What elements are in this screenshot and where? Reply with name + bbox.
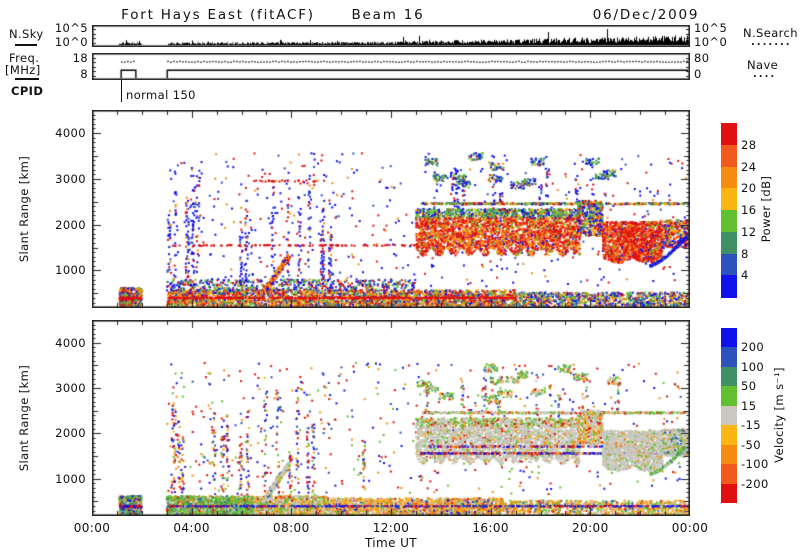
velocity-colorbar-segment [721,405,737,426]
power-y-tick-label: 2000 [55,217,86,232]
cpid-annotation: normal 150 [126,88,196,102]
power-colorbar-tick-label: 28 [741,137,757,152]
velocity-y-tick-label: 1000 [55,471,86,486]
velocity-colorbar-tick-label: -15 [741,418,761,433]
velocity-colorbar-segment [721,366,737,387]
power-colorbar-segment [721,210,737,233]
power-colorbar-segment [721,166,737,189]
velocity-colorbar-tick-label: 200 [741,340,765,355]
noise-panel [92,25,690,47]
date-title: 06/Dec/2009 [592,7,700,23]
power-colorbar-segment [721,275,737,298]
power-colorbar-segment [721,144,737,167]
nsearch-dotted-legend: ....... [751,37,792,48]
velocity-panel [92,320,690,516]
power-y-tick-label: 1000 [55,263,86,278]
frequency-panel [92,53,690,80]
power-colorbar-tick-label: 20 [741,181,757,196]
velocity-colorbar-tick-label: -200 [741,476,769,491]
x-tick-label: 12:00 [372,521,410,535]
power-colorbar-segment [721,188,737,211]
velocity-colorbar-segment [721,328,737,348]
power-colorbar-tick-label: 16 [741,203,757,217]
velocity-y-tick-label: 4000 [55,335,86,350]
velocity-colorbar-title: Velocity [m s⁻¹] [772,367,786,463]
power-colorbar-title: Power [dB] [759,175,773,243]
x-tick-label: 08:00 [273,521,310,535]
freq-bottom-tick: 8 [80,67,88,81]
x-tick-label: 04:00 [173,521,210,535]
nave-bottom-tick: 0 [694,67,702,81]
velocity-colorbar-segment [721,386,737,407]
velocity-colorbar-segment [721,444,737,465]
power-yaxis-title: Slant Range [km] [17,155,31,263]
power-y-tick-label: 3000 [55,171,86,186]
velocity-colorbar-segment [721,347,737,368]
velocity-colorbar-segment [721,483,737,504]
x-tick-label: 20:00 [572,521,609,535]
power-colorbar-segment [721,123,737,146]
nsky-top-tick-right: 10^5 [694,21,728,35]
power-colorbar-tick-label: 12 [741,224,757,239]
nsky-legend-line [15,44,37,46]
nsearch-label: N.Search [743,26,798,40]
cpid-label: CPID [11,84,44,98]
nsky-bottom-tick-right: 10^0 [694,35,728,49]
xaxis-title: Time UT [364,536,418,550]
velocity-colorbar-segment [721,425,737,446]
station-title: Fort Hays East (fitACF) [121,7,315,23]
velocity-colorbar-tick-label: -50 [741,437,761,452]
freq-top-tick: 18 [72,51,88,65]
velocity-colorbar-segment [721,464,737,485]
velocity-y-tick-label: 3000 [55,381,86,396]
nsky-label: N.Sky [9,27,44,41]
power-y-tick-label: 4000 [55,125,86,140]
velocity-y-tick-label: 2000 [55,426,86,441]
x-tick-label: 00:00 [73,521,111,535]
nsky-bottom-tick: 10^0 [54,35,88,49]
velocity-colorbar-tick-label: -100 [741,457,769,472]
cpid-marker-line [121,80,122,102]
nave-top-tick: 80 [694,51,710,65]
power-colorbar-tick-label: 4 [741,268,749,283]
freq-legend-line [15,78,39,80]
power-colorbar-tick-label: 8 [741,246,749,261]
freq-label-line2: [MHz] [5,63,41,77]
power-colorbar-segment [721,253,737,276]
velocity-colorbar-tick-label: 15 [741,398,757,413]
velocity-yaxis-title: Slant Range [km] [17,364,31,472]
nsky-top-tick: 10^5 [54,21,88,35]
velocity-colorbar-tick-label: 50 [741,379,757,394]
x-tick-label: 00:00 [671,521,709,535]
nave-label: Nave [747,58,779,72]
nave-dotted-legend: .... [753,69,777,80]
freq-label-line1: Freq. [9,51,40,65]
power-colorbar-segment [721,231,737,254]
x-tick-label: 16:00 [472,521,509,535]
power-colorbar-tick-label: 24 [741,159,757,174]
velocity-colorbar-tick-label: 100 [741,359,765,374]
power-panel [92,110,690,308]
beam-title: Beam 16 [351,7,425,23]
